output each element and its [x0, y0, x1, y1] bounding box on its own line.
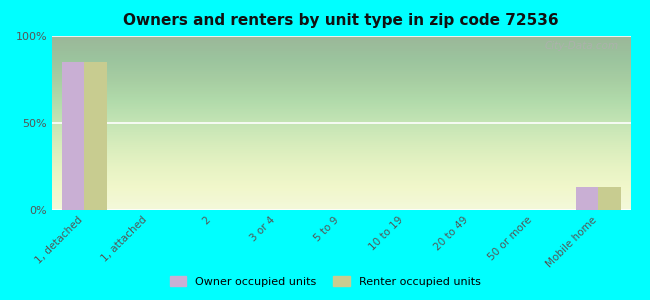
- Title: Owners and renters by unit type in zip code 72536: Owners and renters by unit type in zip c…: [124, 13, 559, 28]
- Bar: [599, 188, 621, 210]
- Text: City-Data.com: City-Data.com: [545, 41, 619, 51]
- Bar: [62, 62, 84, 210]
- Bar: [576, 188, 599, 210]
- Bar: [84, 62, 107, 210]
- Legend: Owner occupied units, Renter occupied units: Owner occupied units, Renter occupied un…: [165, 272, 485, 291]
